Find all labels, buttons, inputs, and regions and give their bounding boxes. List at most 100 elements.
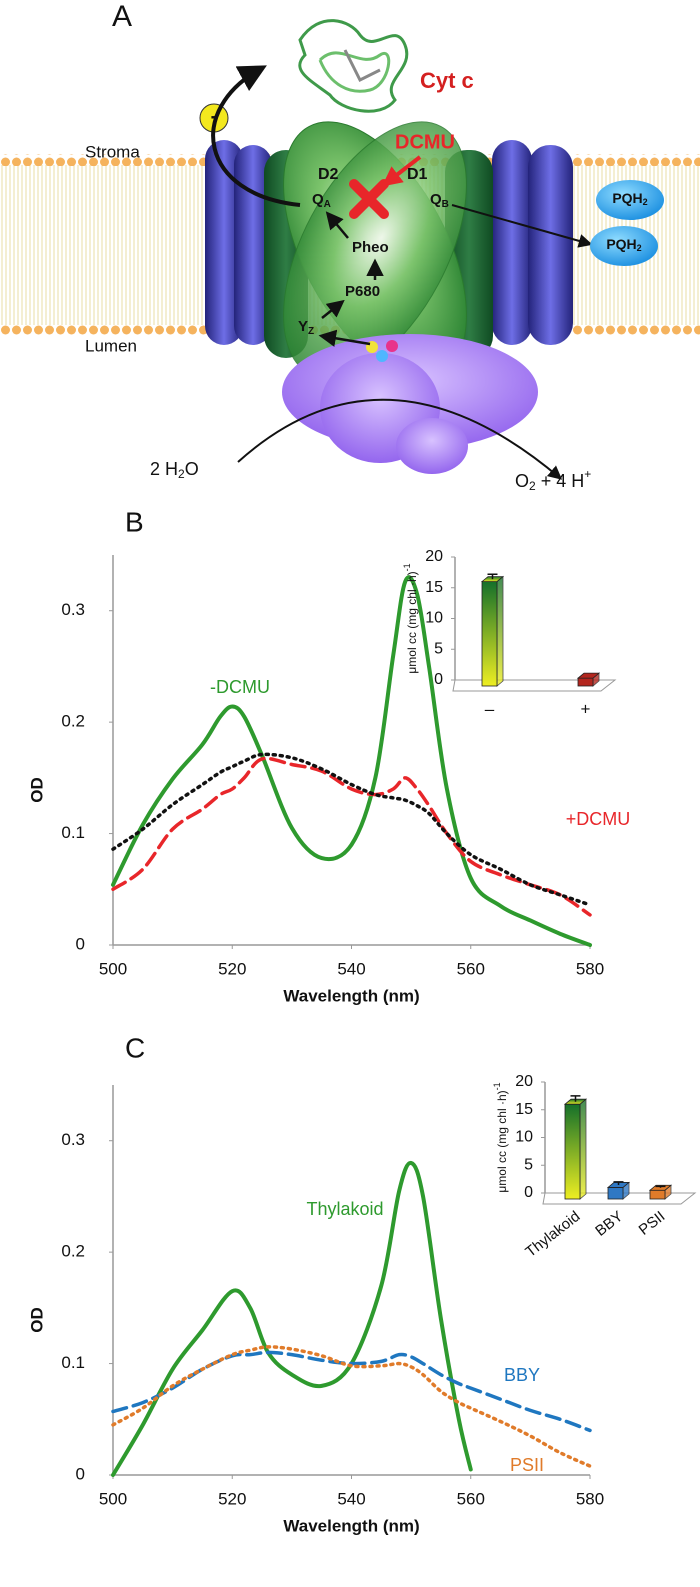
y-axis-title-sup: -1 bbox=[402, 563, 412, 571]
qa-sub: A bbox=[324, 199, 331, 210]
stroma-label: Stroma bbox=[85, 142, 140, 161]
bar-side bbox=[579, 1098, 587, 1200]
x-tick-label: 560 bbox=[457, 1489, 485, 1508]
x-tick-label: 500 bbox=[99, 959, 127, 978]
y-tick-label: 15 bbox=[425, 579, 443, 596]
cluster bbox=[386, 340, 398, 352]
panel-label: B bbox=[125, 506, 144, 537]
qb: Q bbox=[430, 191, 442, 208]
series-line bbox=[111, 756, 592, 917]
y-axis-title: μmol cc (mg chl ·h)-1 bbox=[492, 1082, 509, 1192]
y-tick-label: 0.1 bbox=[61, 823, 85, 842]
y-tick-label: 10 bbox=[425, 610, 443, 627]
series-label: Thylakoid bbox=[306, 1199, 383, 1219]
p680-label: P680 bbox=[345, 283, 380, 300]
cluster bbox=[376, 350, 388, 362]
dcmu-label: DCMU bbox=[395, 131, 455, 153]
y-tick-label: 0 bbox=[76, 1464, 85, 1483]
water-label: 2 H2O bbox=[150, 459, 199, 481]
y-tick-label: 0.2 bbox=[61, 1242, 85, 1261]
yz: Y bbox=[298, 318, 308, 335]
pqh2 bbox=[596, 180, 664, 220]
x-axis-title: Wavelength (nm) bbox=[283, 986, 419, 1005]
electron-path bbox=[237, 204, 593, 480]
text: 2 H bbox=[150, 459, 178, 479]
d1-label: D1 bbox=[407, 166, 428, 183]
x-tick-label: PSII bbox=[636, 1208, 669, 1239]
x-tick-label: 500 bbox=[99, 1489, 127, 1508]
pqh2-label: PQH2 bbox=[606, 236, 641, 254]
lumen-label: Lumen bbox=[85, 336, 137, 355]
x-tick-label: + bbox=[581, 699, 591, 718]
yz-label: YZ bbox=[298, 318, 314, 337]
y-tick-label: 0.2 bbox=[61, 712, 85, 731]
cyt-c-structure bbox=[298, 19, 409, 113]
y-tick-label: 0.1 bbox=[61, 1353, 85, 1372]
y-tick-label: 5 bbox=[434, 640, 443, 657]
x-axis-title: Wavelength (nm) bbox=[283, 1516, 419, 1535]
oec bbox=[396, 418, 468, 474]
y-tick-label: 0 bbox=[524, 1184, 533, 1201]
pqh2-label: PQH2 bbox=[612, 190, 647, 208]
pqh-sub: 2 bbox=[637, 243, 642, 253]
text: O bbox=[515, 471, 529, 491]
products-label: O2 + 4 H+ bbox=[515, 467, 591, 493]
y-tick-label: 0.3 bbox=[61, 600, 85, 619]
qa-label: QA bbox=[312, 191, 331, 210]
series-line bbox=[111, 575, 592, 947]
x-tick-label: 540 bbox=[337, 959, 365, 978]
bar-side bbox=[496, 575, 504, 687]
yz-sub: Z bbox=[308, 326, 314, 337]
bar bbox=[577, 677, 594, 687]
y-tick-label: 0.3 bbox=[61, 1130, 85, 1149]
x-tick-label: 580 bbox=[576, 959, 604, 978]
cyt-c-label: Cyt c bbox=[420, 68, 474, 93]
pqh-sub: 2 bbox=[643, 197, 648, 207]
x-tick-label: 560 bbox=[457, 959, 485, 978]
cylinder bbox=[492, 140, 532, 345]
x-tick-label: Thylakoid bbox=[522, 1208, 583, 1261]
qa: Q bbox=[312, 191, 324, 208]
y-tick-label: 0 bbox=[434, 671, 443, 688]
qb-label: QB bbox=[430, 191, 449, 210]
y-axis-title: OD bbox=[27, 1307, 46, 1333]
series-line bbox=[111, 1350, 592, 1433]
d2-label: D2 bbox=[318, 166, 339, 183]
panel-a: A Stroma Lumen Cyt c - DCMU bbox=[0, 0, 700, 493]
error-bar bbox=[570, 1095, 581, 1102]
y-axis-title: OD bbox=[27, 777, 46, 803]
error-bar bbox=[487, 573, 498, 580]
y-axis-title-text: μmol cc (mg chl ·h) bbox=[495, 1090, 509, 1192]
x-tick-label: 520 bbox=[218, 1489, 246, 1508]
pheo-label: Pheo bbox=[352, 239, 389, 256]
x-tick-label: 520 bbox=[218, 959, 246, 978]
error-bar bbox=[655, 1185, 666, 1188]
y-axis-title-text: μmol cc (mg chl ·h) bbox=[405, 571, 419, 673]
series-line bbox=[111, 752, 592, 907]
bar bbox=[607, 1187, 624, 1200]
y-axis-title-sup: -1 bbox=[492, 1082, 502, 1090]
cylinder bbox=[528, 145, 573, 345]
y-tick-label: 15 bbox=[515, 1101, 533, 1118]
electron-label: - bbox=[211, 105, 218, 127]
x-tick-label: 580 bbox=[576, 1489, 604, 1508]
block-mark bbox=[349, 179, 389, 219]
bar bbox=[649, 1189, 666, 1200]
sub: 2 bbox=[178, 467, 185, 481]
bar bbox=[481, 581, 498, 687]
arrow bbox=[381, 155, 422, 187]
y-tick-label: 0 bbox=[76, 934, 85, 953]
series-label: +DCMU bbox=[566, 809, 631, 829]
series-label: PSII bbox=[510, 1455, 544, 1475]
text: + 4 H bbox=[536, 471, 585, 491]
panel-label: A bbox=[112, 0, 132, 33]
text: O bbox=[185, 459, 199, 479]
pqh: PQH bbox=[612, 190, 642, 206]
series-label: BBY bbox=[504, 1365, 540, 1385]
cylinder bbox=[205, 140, 243, 345]
sup: + bbox=[584, 467, 591, 481]
error-bar bbox=[613, 1181, 624, 1185]
x-tick-label: 540 bbox=[337, 1489, 365, 1508]
y-tick-label: 5 bbox=[524, 1156, 533, 1173]
